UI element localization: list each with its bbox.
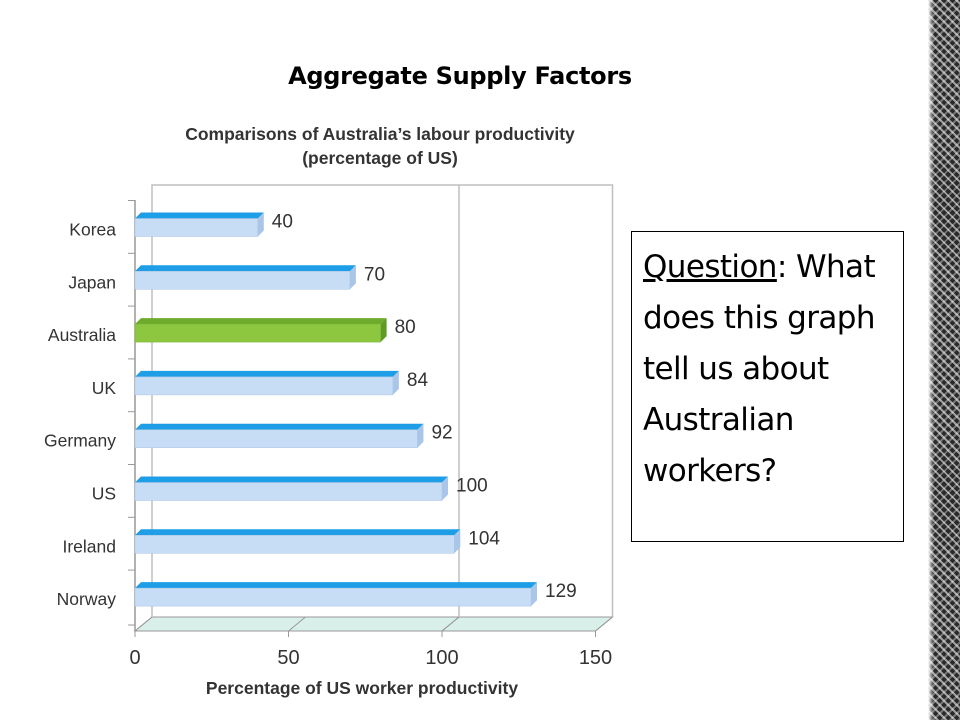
y-tick-label-korea: Korea — [69, 220, 116, 240]
data-label-norway: 129 — [545, 581, 577, 602]
data-label-germany: 92 — [431, 423, 452, 444]
bar-end — [380, 318, 387, 343]
bar-front — [134, 323, 381, 343]
bar-front — [134, 429, 418, 448]
bar-japan — [134, 265, 356, 290]
x-tick-label: 100 — [425, 647, 458, 669]
y-tick-label-uk: UK — [92, 378, 117, 398]
bar-front — [134, 482, 443, 501]
bar-end — [349, 265, 356, 290]
y-tick-label-us: US — [92, 484, 116, 504]
data-label-ireland: 104 — [468, 528, 500, 549]
x-tick-label: 150 — [579, 647, 612, 669]
chart-bars — [134, 212, 538, 607]
bar-end — [257, 212, 264, 237]
bar-end — [454, 529, 461, 554]
y-tick-label-norway: Norway — [57, 589, 117, 609]
x-tick-depth — [595, 616, 613, 632]
x-tick-depth — [134, 616, 153, 632]
bar-front — [134, 587, 532, 607]
bar-top — [135, 318, 387, 325]
bar-ireland — [134, 529, 461, 554]
x-tick-depth — [441, 616, 460, 632]
bar-uk — [134, 370, 399, 396]
x-tick-label: 50 — [277, 647, 299, 669]
bar-end — [392, 370, 399, 395]
data-label-japan: 70 — [364, 264, 385, 285]
x-axis-label: Percentage of US worker productivity — [206, 678, 518, 698]
bar-front — [134, 218, 259, 237]
data-label-uk: 84 — [407, 370, 429, 391]
bar-front — [134, 535, 455, 554]
bar-top — [135, 476, 448, 483]
bar-top — [135, 212, 264, 219]
y-tick-label-australia: Australia — [48, 325, 116, 345]
y-tick-label-germany: Germany — [44, 431, 116, 451]
chart-labels: 0 50 100 150 Korea 40 Japan 70 Australia 80 UK 84 Ge… — [44, 212, 612, 670]
bar-top — [135, 370, 399, 377]
decorative-border — [928, 0, 960, 720]
data-label-us: 100 — [456, 476, 488, 497]
bar-australia — [134, 318, 387, 343]
bar-top — [135, 423, 424, 430]
bar-korea — [134, 212, 264, 237]
bar-norway — [134, 582, 538, 607]
bar-front — [134, 271, 351, 290]
bar-top — [135, 265, 356, 272]
bar-germany — [134, 423, 424, 448]
x-tick-label: 0 — [129, 647, 140, 669]
bar-end — [417, 423, 424, 448]
bar-end — [442, 476, 448, 501]
y-tick-label-japan: Japan — [68, 272, 116, 292]
question-label: Question — [643, 249, 777, 285]
chart-back-wall — [151, 184, 614, 617]
chart-frame — [128, 184, 614, 637]
question-box: Question: What does this graph tell us a… — [631, 231, 904, 542]
bar-us — [134, 476, 448, 501]
chart-subtitle: (percentage of US) — [302, 148, 458, 168]
bar-top — [135, 582, 538, 589]
question-text: : What does this graph tell us about Aus… — [643, 249, 876, 489]
chart-floor — [133, 616, 614, 632]
slide-title: Aggregate Supply Factors — [288, 62, 632, 90]
data-label-australia: 80 — [395, 317, 416, 338]
bar-front — [134, 376, 394, 396]
x-tick-depth — [288, 616, 306, 632]
y-tick-label-ireland: Ireland — [62, 536, 116, 556]
data-label-korea: 40 — [272, 212, 293, 233]
chart-title: Comparisons of Australia’s labour produc… — [185, 124, 575, 144]
bar-end — [531, 582, 538, 607]
bar-top — [135, 529, 461, 536]
